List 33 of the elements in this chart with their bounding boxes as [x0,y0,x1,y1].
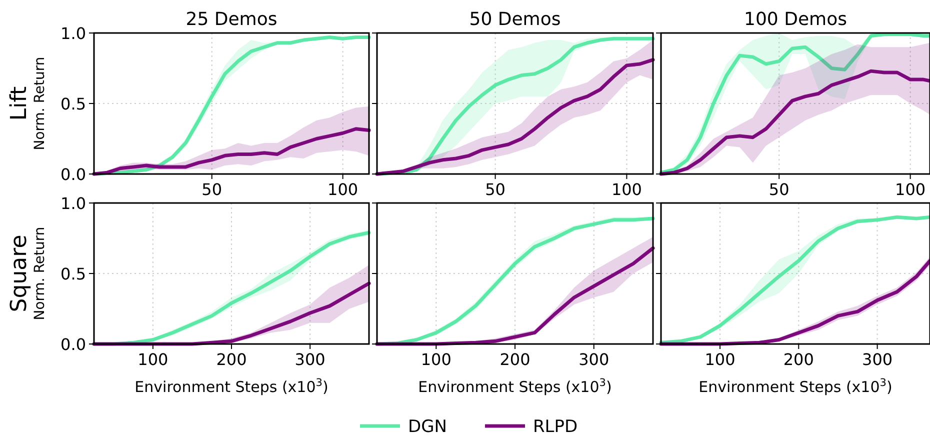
x-tick-label: 100 [138,350,168,369]
y-tick-label: 0.0 [60,165,86,184]
x-tick-label: 100 [704,350,736,369]
x-tick-label: 50 [485,180,506,199]
x-axis-title: Environment Steps (x10$^{3}$) [134,377,328,396]
x-tick-label: 100 [420,350,452,369]
x-tick-label: 200 [216,350,247,369]
x-tick-label: 50 [768,180,790,199]
x-tick-label: 100 [895,180,926,199]
x-tick-label: 300 [294,350,326,369]
chart-title: 25 Demos [186,9,278,30]
x-tick-label: 300 [862,350,893,369]
chart-title: 50 Demos [469,9,561,30]
legend-label: RLPD [533,417,578,437]
y-tick-label: 0.0 [60,335,86,354]
legend-label: DGN [408,417,447,437]
x-tick-label: 200 [500,350,530,369]
x-axis-title: Environment Steps (x10$^{3}$) [698,377,892,396]
text: Square [7,234,32,312]
chart-title: 100 Demos [744,9,847,30]
y-tick-label: 0.5 [60,264,86,284]
x-axis-title: Environment Steps (x10$^{3}$) [418,377,612,396]
y-tick-label: 1.0 [60,194,86,213]
y-axis-title: Norm. Return [32,56,48,150]
x-tick-label: 50 [202,180,222,199]
x-tick-label: 100 [328,180,358,199]
y-tick-label: 0.5 [60,94,86,114]
x-tick-label: 100 [611,180,642,199]
y-tick-label: 1.0 [60,24,86,43]
x-tick-label: 200 [783,350,814,369]
x-tick-label: 300 [578,350,610,369]
y-axis-title: Norm. Return [32,226,48,320]
text: Lift [7,86,32,121]
